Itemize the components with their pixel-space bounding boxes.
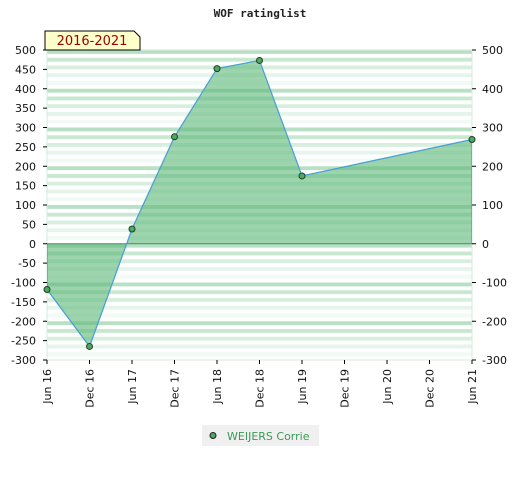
y-tick-label: 150 bbox=[15, 180, 36, 193]
legend: WEIJERS Corrie bbox=[202, 425, 319, 446]
x-tick-label: Jun 19 bbox=[296, 369, 309, 405]
grid-band bbox=[47, 321, 472, 326]
y-tick-label: 0 bbox=[29, 238, 36, 251]
y-tick-label: -300 bbox=[11, 354, 36, 367]
y2-tick-label: 300 bbox=[482, 122, 503, 135]
period-badge: 2016-2021 bbox=[44, 30, 141, 51]
x-tick-label: Dec 20 bbox=[424, 369, 437, 408]
grid-band bbox=[47, 305, 472, 310]
grid-band bbox=[47, 340, 472, 345]
y-tick-label: -50 bbox=[18, 257, 36, 270]
x-tick-label: Jun 20 bbox=[381, 369, 394, 405]
y2-tick-label: 400 bbox=[482, 83, 503, 96]
x-tick-label: Jun 16 bbox=[41, 369, 54, 405]
grid-band bbox=[47, 243, 472, 248]
grid-band bbox=[47, 274, 472, 279]
grid-band bbox=[47, 313, 472, 318]
x-tick-label: Dec 16 bbox=[84, 369, 97, 408]
y-axis-left: -300 -250 -200 -150 -100 -50 0 50 100 150 200 250 30… bbox=[11, 44, 47, 367]
y-tick-label: 450 bbox=[15, 63, 36, 76]
y2-tick-label: -200 bbox=[482, 315, 507, 328]
grid-band bbox=[47, 325, 472, 330]
grid-band bbox=[47, 294, 472, 299]
grid-band bbox=[47, 329, 472, 334]
x-axis: Jun 16 Dec 16 Jun 17 Dec 17 Jun 18 Dec 18 Jun … bbox=[41, 360, 479, 408]
grid-band bbox=[47, 259, 472, 264]
grid-band bbox=[47, 290, 472, 295]
grid-band bbox=[47, 282, 472, 287]
y-tick-label: 250 bbox=[15, 141, 36, 154]
grid-band bbox=[47, 270, 472, 276]
grid-band bbox=[47, 267, 472, 272]
data-point bbox=[43, 285, 51, 293]
y-tick-label: 300 bbox=[15, 122, 36, 135]
y-tick-label: 400 bbox=[15, 83, 36, 96]
legend-box bbox=[202, 425, 319, 446]
data-point bbox=[468, 136, 476, 144]
data-point bbox=[86, 342, 93, 350]
y-tick-label: 350 bbox=[15, 102, 36, 115]
y-tick-label: 500 bbox=[15, 44, 36, 57]
chart-title: WOF ratinglist bbox=[214, 7, 307, 20]
grid-band bbox=[47, 298, 472, 303]
y-tick-label: -100 bbox=[11, 277, 36, 290]
grid-band bbox=[47, 317, 472, 322]
x-tick-label: Dec 19 bbox=[339, 369, 352, 408]
y-tick-label: 100 bbox=[15, 199, 36, 212]
x-tick-label: Jun 21 bbox=[466, 369, 479, 405]
legend-label: WEIJERS Corrie bbox=[227, 430, 310, 443]
grid-band bbox=[47, 255, 472, 260]
data-point bbox=[298, 172, 306, 180]
grid-band bbox=[47, 344, 472, 349]
grid-band bbox=[47, 301, 472, 307]
y2-tick-label: 200 bbox=[482, 160, 503, 173]
y2-tick-label: 100 bbox=[482, 199, 503, 212]
rating-line bbox=[46, 59, 473, 348]
y-tick-label: -200 bbox=[11, 315, 36, 328]
grid-band bbox=[47, 263, 472, 268]
grid-band bbox=[47, 336, 472, 341]
y2-tick-label: -100 bbox=[482, 277, 507, 290]
period-badge-label: 2016-2021 bbox=[57, 34, 128, 49]
y-tick-label: -150 bbox=[11, 296, 36, 309]
y-axis-right: -300 -200 -100 0 100 200 300 400 500 bbox=[472, 44, 507, 367]
y-tick-label: 200 bbox=[15, 160, 36, 173]
y-tick-label: -250 bbox=[11, 335, 36, 348]
data-markers bbox=[43, 56, 476, 350]
grid-band bbox=[47, 53, 472, 59]
x-tick-label: Dec 18 bbox=[254, 369, 267, 408]
grid-band bbox=[47, 286, 472, 291]
grid-band bbox=[47, 309, 472, 314]
grid-band bbox=[47, 251, 472, 256]
y2-tick-label: 500 bbox=[482, 44, 503, 57]
legend-marker bbox=[209, 432, 217, 439]
grid-band bbox=[47, 247, 472, 252]
y-tick-label: 50 bbox=[22, 218, 36, 231]
grid-band bbox=[47, 348, 472, 353]
grid-band bbox=[47, 278, 472, 283]
grid-band bbox=[47, 50, 472, 55]
x-tick-label: Dec 17 bbox=[169, 369, 182, 408]
period-badge-box bbox=[44, 30, 141, 51]
x-tick-label: Jun 17 bbox=[126, 369, 139, 405]
grid-band bbox=[47, 332, 472, 338]
data-point bbox=[171, 133, 178, 141]
grid-band bbox=[47, 356, 472, 361]
y2-tick-label: 0 bbox=[482, 238, 489, 251]
data-point bbox=[213, 65, 221, 73]
y2-tick-label: -300 bbox=[482, 354, 507, 367]
data-point bbox=[256, 56, 263, 64]
x-tick-label: Jun 18 bbox=[211, 369, 224, 405]
grid-band bbox=[47, 352, 472, 357]
data-point bbox=[128, 225, 136, 233]
